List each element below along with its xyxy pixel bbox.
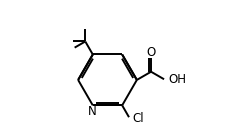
Text: OH: OH: [167, 73, 185, 86]
Text: N: N: [87, 105, 96, 118]
Text: Cl: Cl: [131, 112, 143, 125]
Text: O: O: [146, 46, 155, 59]
